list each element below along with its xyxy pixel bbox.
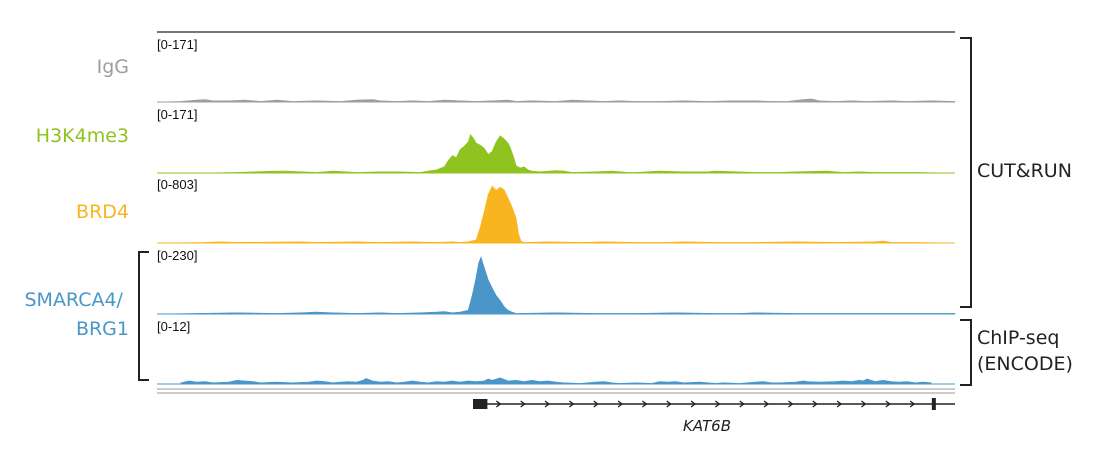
range-label-brd4: [0-803] xyxy=(157,177,197,192)
gene-strand-arrow xyxy=(788,400,794,408)
cutrun-bracket xyxy=(960,37,972,308)
gene-first-exon xyxy=(473,399,488,409)
gene-strand-arrow xyxy=(690,400,697,408)
track-label-smarca4-line1: SMARCA4/ xyxy=(24,289,123,311)
chipseq-group-label-line1: ChIP-seq xyxy=(977,327,1059,349)
track-igg xyxy=(156,98,956,103)
gene-strand-arrow xyxy=(861,400,867,408)
track-h3k4me3-area xyxy=(157,133,956,174)
gene-strand-arrow xyxy=(885,400,891,408)
track-smarca4 xyxy=(156,256,956,315)
gene-strand-arrow xyxy=(666,400,672,408)
track-label-smarca4: SMARCA4/ BRG1 xyxy=(24,289,129,340)
gene-strand-arrow xyxy=(641,400,648,408)
gene-strand-arrow xyxy=(836,400,843,408)
gene-label-kat6b: KAT6B xyxy=(683,417,731,435)
gene-strand-arrow xyxy=(715,400,721,408)
gene-strand-arrow xyxy=(812,400,818,408)
gene-model-kat6b xyxy=(473,398,955,410)
gene-strand-arrow xyxy=(739,400,745,408)
track-brd4-area xyxy=(156,185,956,244)
track-label-h3k4me3: H3K4me3 xyxy=(36,125,129,147)
track-label-brd4: BRD4 xyxy=(76,201,129,223)
range-label-chipseq: [0-12] xyxy=(157,319,190,334)
chipseq-group-label: ChIP-seq (ENCODE) xyxy=(977,327,1073,375)
track-label-smarca4-line2: BRG1 xyxy=(76,318,129,340)
gene-strand-arrow xyxy=(544,400,551,408)
track-brd4 xyxy=(156,185,956,244)
gene-strand-arrow xyxy=(495,400,502,408)
track-igg-area xyxy=(156,98,956,103)
gene-strand-arrow xyxy=(909,400,916,408)
smarca4-left-bracket xyxy=(138,251,149,381)
track-chipseq xyxy=(180,377,932,385)
chipseq-bracket xyxy=(960,319,972,386)
cutrun-group-label: CUT&RUN xyxy=(977,160,1072,182)
range-label-smarca4: [0-230] xyxy=(157,248,197,263)
gene-strand-arrow xyxy=(617,400,624,408)
track-h3k4me3 xyxy=(157,133,956,174)
track-smarca4-area xyxy=(156,256,956,315)
track-label-igg: IgG xyxy=(97,56,129,78)
range-label-h3k4me3: [0-171] xyxy=(157,107,197,122)
gene-strand-arrow xyxy=(568,400,575,408)
gene-strand-arrow xyxy=(520,400,526,408)
gene-last-exon xyxy=(931,398,936,410)
gene-strand-arrow xyxy=(593,400,599,408)
range-label-igg: [0-171] xyxy=(157,37,197,52)
track-chipseq-area xyxy=(180,377,932,385)
gene-strand-arrow xyxy=(763,400,770,408)
chipseq-group-label-line2: (ENCODE) xyxy=(977,353,1073,375)
